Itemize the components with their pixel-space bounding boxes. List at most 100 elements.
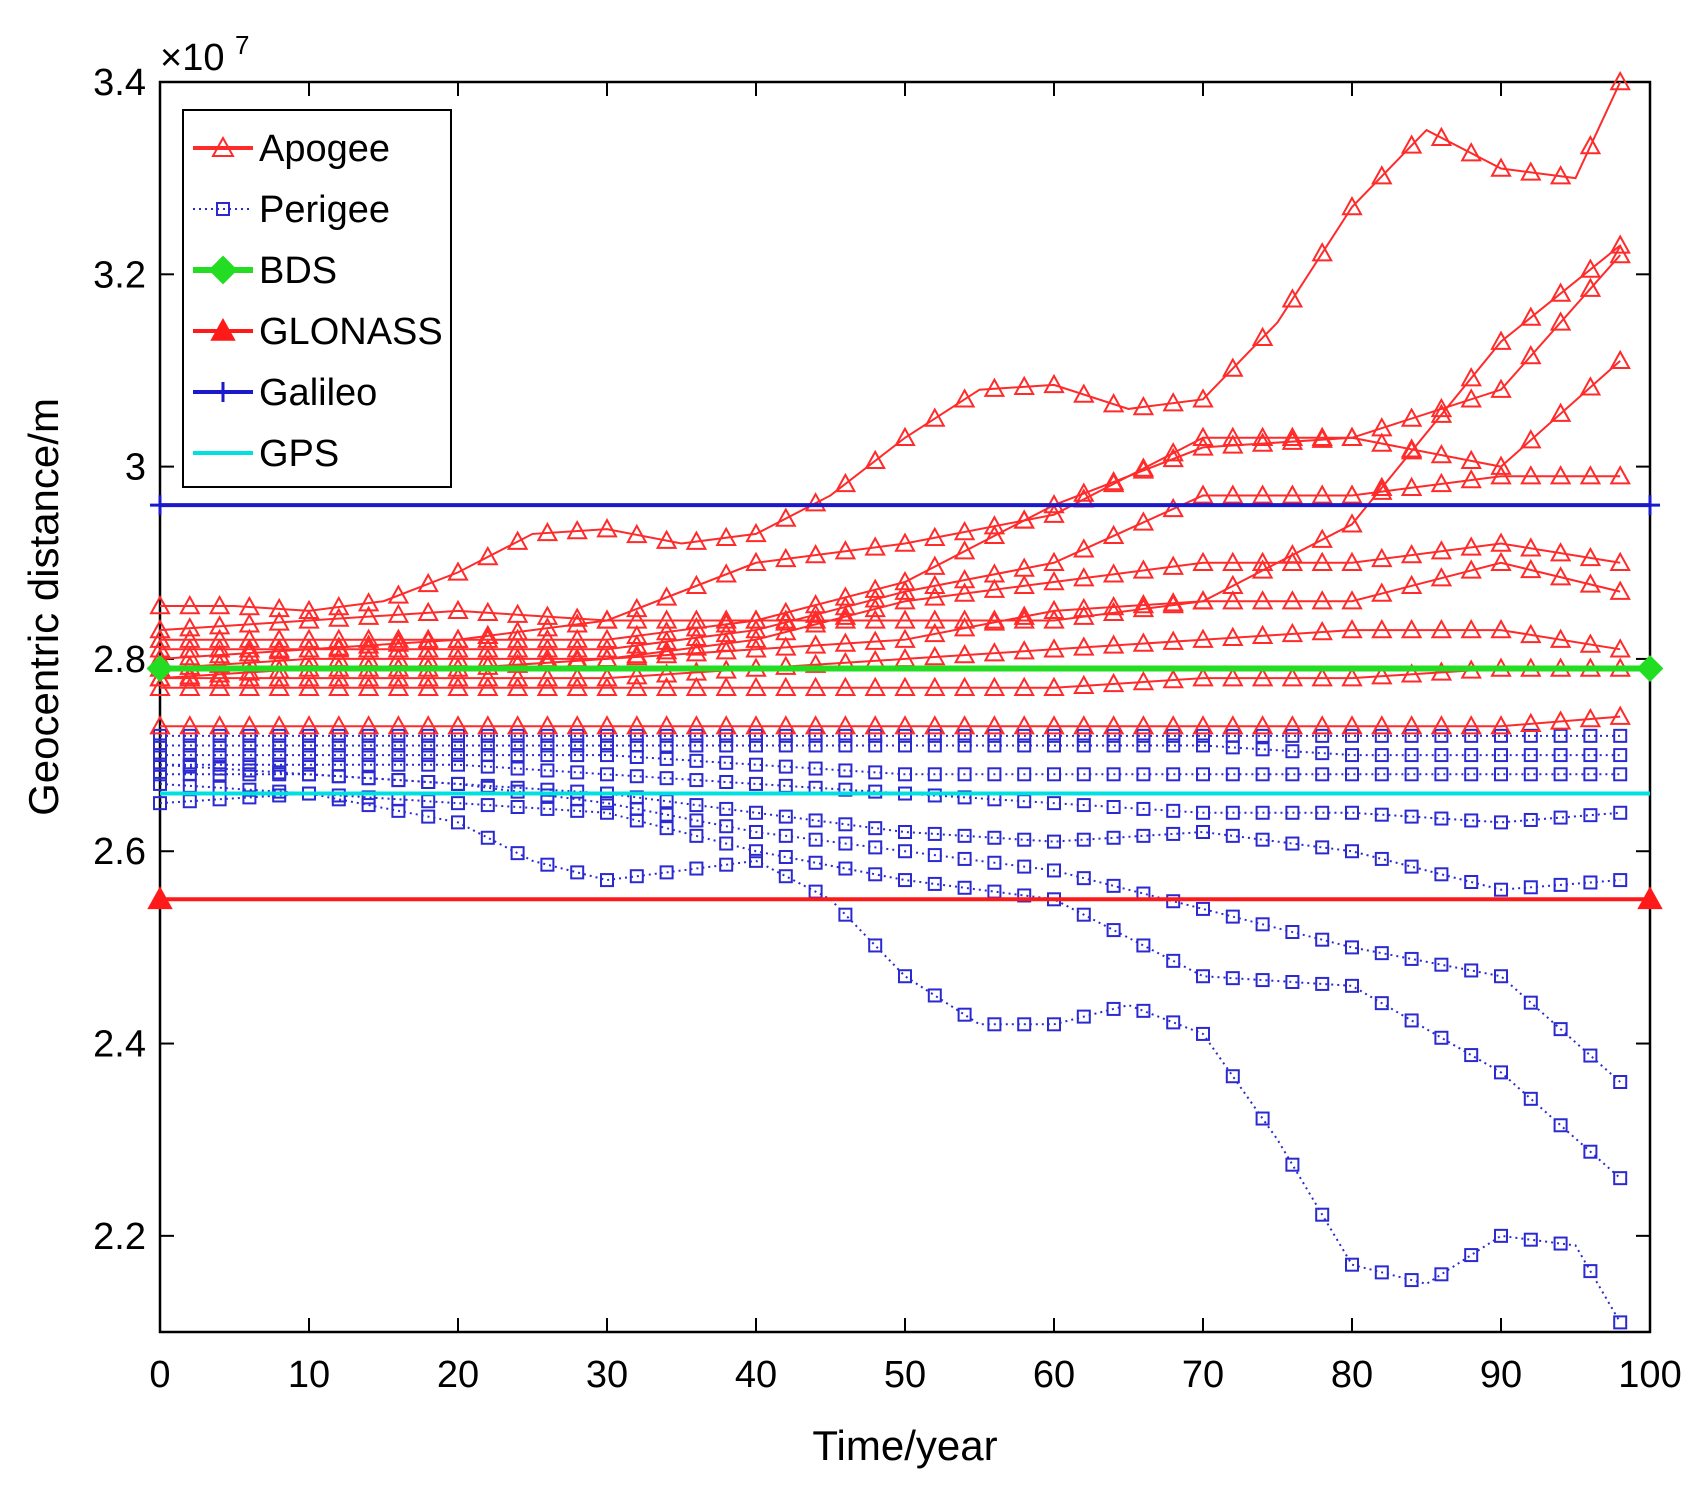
perigee-marker	[1196, 1026, 1210, 1041]
apogee-marker	[1520, 161, 1542, 181]
perigee-marker	[242, 728, 257, 743]
apogee-marker	[477, 667, 499, 687]
apogee-series	[149, 705, 1631, 735]
apogee-marker	[924, 574, 946, 595]
perigee-marker	[421, 775, 436, 789]
apogee-marker	[983, 676, 1006, 696]
perigee-marker	[1464, 813, 1479, 828]
perigee-marker	[1285, 744, 1300, 759]
apogee-marker	[626, 597, 648, 618]
perigee-marker	[331, 738, 346, 753]
perigee-marker	[1166, 767, 1181, 782]
perigee-marker	[331, 769, 346, 784]
apogee-marker	[357, 715, 380, 735]
perigee-marker	[451, 728, 465, 743]
perigee-marker	[838, 763, 853, 778]
apogee-marker	[1311, 528, 1333, 548]
perigee-marker	[1076, 832, 1091, 847]
perigee-marker	[540, 728, 555, 743]
apogee-marker	[983, 642, 1006, 662]
apogee-marker	[566, 676, 588, 696]
legend-item-bds: BDS	[193, 250, 337, 292]
perigee-marker	[1404, 748, 1419, 763]
apogee-marker	[238, 642, 261, 662]
apogee-line	[160, 629, 1621, 680]
apogee-marker	[1430, 126, 1453, 146]
perigee-marker	[272, 728, 287, 743]
apogee-marker	[417, 601, 439, 621]
y-tick-label: 3.4	[93, 62, 146, 104]
perigee-marker	[1553, 810, 1568, 825]
perigee-marker	[242, 790, 257, 805]
apogee-marker	[1520, 712, 1542, 733]
legend-item-gps: GPS	[193, 433, 339, 475]
perigee-marker	[808, 761, 823, 776]
perigee-marker	[1285, 728, 1300, 743]
apogee-marker	[864, 715, 886, 735]
apogee-marker	[715, 715, 737, 735]
perigee-marker	[838, 817, 853, 832]
perigee-marker	[778, 809, 793, 824]
apogee-marker	[715, 613, 737, 633]
perigee-marker	[1196, 738, 1210, 753]
perigee-marker	[1285, 1157, 1300, 1172]
apogee-marker	[1043, 373, 1065, 394]
apogee-marker	[685, 574, 708, 595]
apogee-marker	[655, 529, 678, 549]
perigee-marker	[629, 728, 644, 743]
apogee-marker	[924, 609, 946, 629]
legend: Apogee Perigee BDS GLONASS Galileo GPS	[182, 109, 452, 488]
legend-item-perigee: Perigee	[193, 189, 390, 231]
perigee-marker	[987, 767, 1002, 782]
perigee-marker	[1136, 828, 1151, 843]
legend-label: Apogee	[259, 128, 390, 170]
apogee-marker	[804, 715, 827, 735]
apogee-marker	[1520, 623, 1542, 644]
apogee-marker	[1400, 619, 1423, 639]
apogee-marker	[1430, 567, 1453, 587]
apogee-marker	[1043, 503, 1065, 523]
apogee-marker	[477, 545, 499, 566]
perigee-marker	[749, 805, 763, 820]
y-axis-title: Geocentric distance/m	[20, 398, 67, 816]
perigee-marker	[1374, 748, 1389, 763]
perigee-marker	[1196, 901, 1210, 916]
apogee-marker	[1132, 632, 1155, 652]
apogee-marker	[1341, 715, 1363, 735]
apogee-marker	[1251, 326, 1274, 346]
apogee-marker	[179, 594, 201, 615]
perigee-marker	[1225, 971, 1240, 986]
x-tick-label: 100	[1618, 1354, 1681, 1396]
apogee-marker	[894, 676, 916, 696]
apogee-marker	[1490, 532, 1512, 552]
apogee-marker	[1073, 538, 1095, 558]
apogee-marker	[775, 715, 797, 735]
y-tick-label: 3.2	[93, 254, 146, 296]
perigee-marker	[1553, 1022, 1568, 1037]
x-tick-label: 10	[288, 1354, 330, 1396]
apogee-marker	[536, 667, 559, 687]
apogee-marker	[1013, 375, 1035, 396]
apogee-marker	[953, 569, 976, 589]
perigee-marker	[1494, 748, 1508, 763]
perigee-marker	[689, 813, 704, 828]
perigee-marker	[1404, 859, 1419, 874]
apogee-marker	[894, 532, 916, 552]
perigee-marker	[1076, 767, 1091, 782]
perigee-marker	[868, 867, 883, 882]
perigee-marker	[689, 738, 704, 753]
apogee-marker	[417, 638, 439, 658]
apogee-marker	[924, 715, 946, 735]
perigee-marker	[242, 738, 257, 753]
apogee-series	[149, 551, 1631, 687]
apogee-marker	[1162, 715, 1184, 735]
apogee-marker	[1013, 605, 1035, 625]
apogee-line	[160, 667, 1621, 689]
apogee-marker	[1192, 628, 1214, 648]
legend-label: GLONASS	[259, 311, 443, 353]
perigee-marker	[749, 738, 763, 753]
perigee-marker	[1613, 728, 1628, 743]
glonass-line-group	[147, 886, 1663, 910]
apogee-marker	[655, 609, 678, 629]
bds-marker	[1636, 655, 1664, 682]
